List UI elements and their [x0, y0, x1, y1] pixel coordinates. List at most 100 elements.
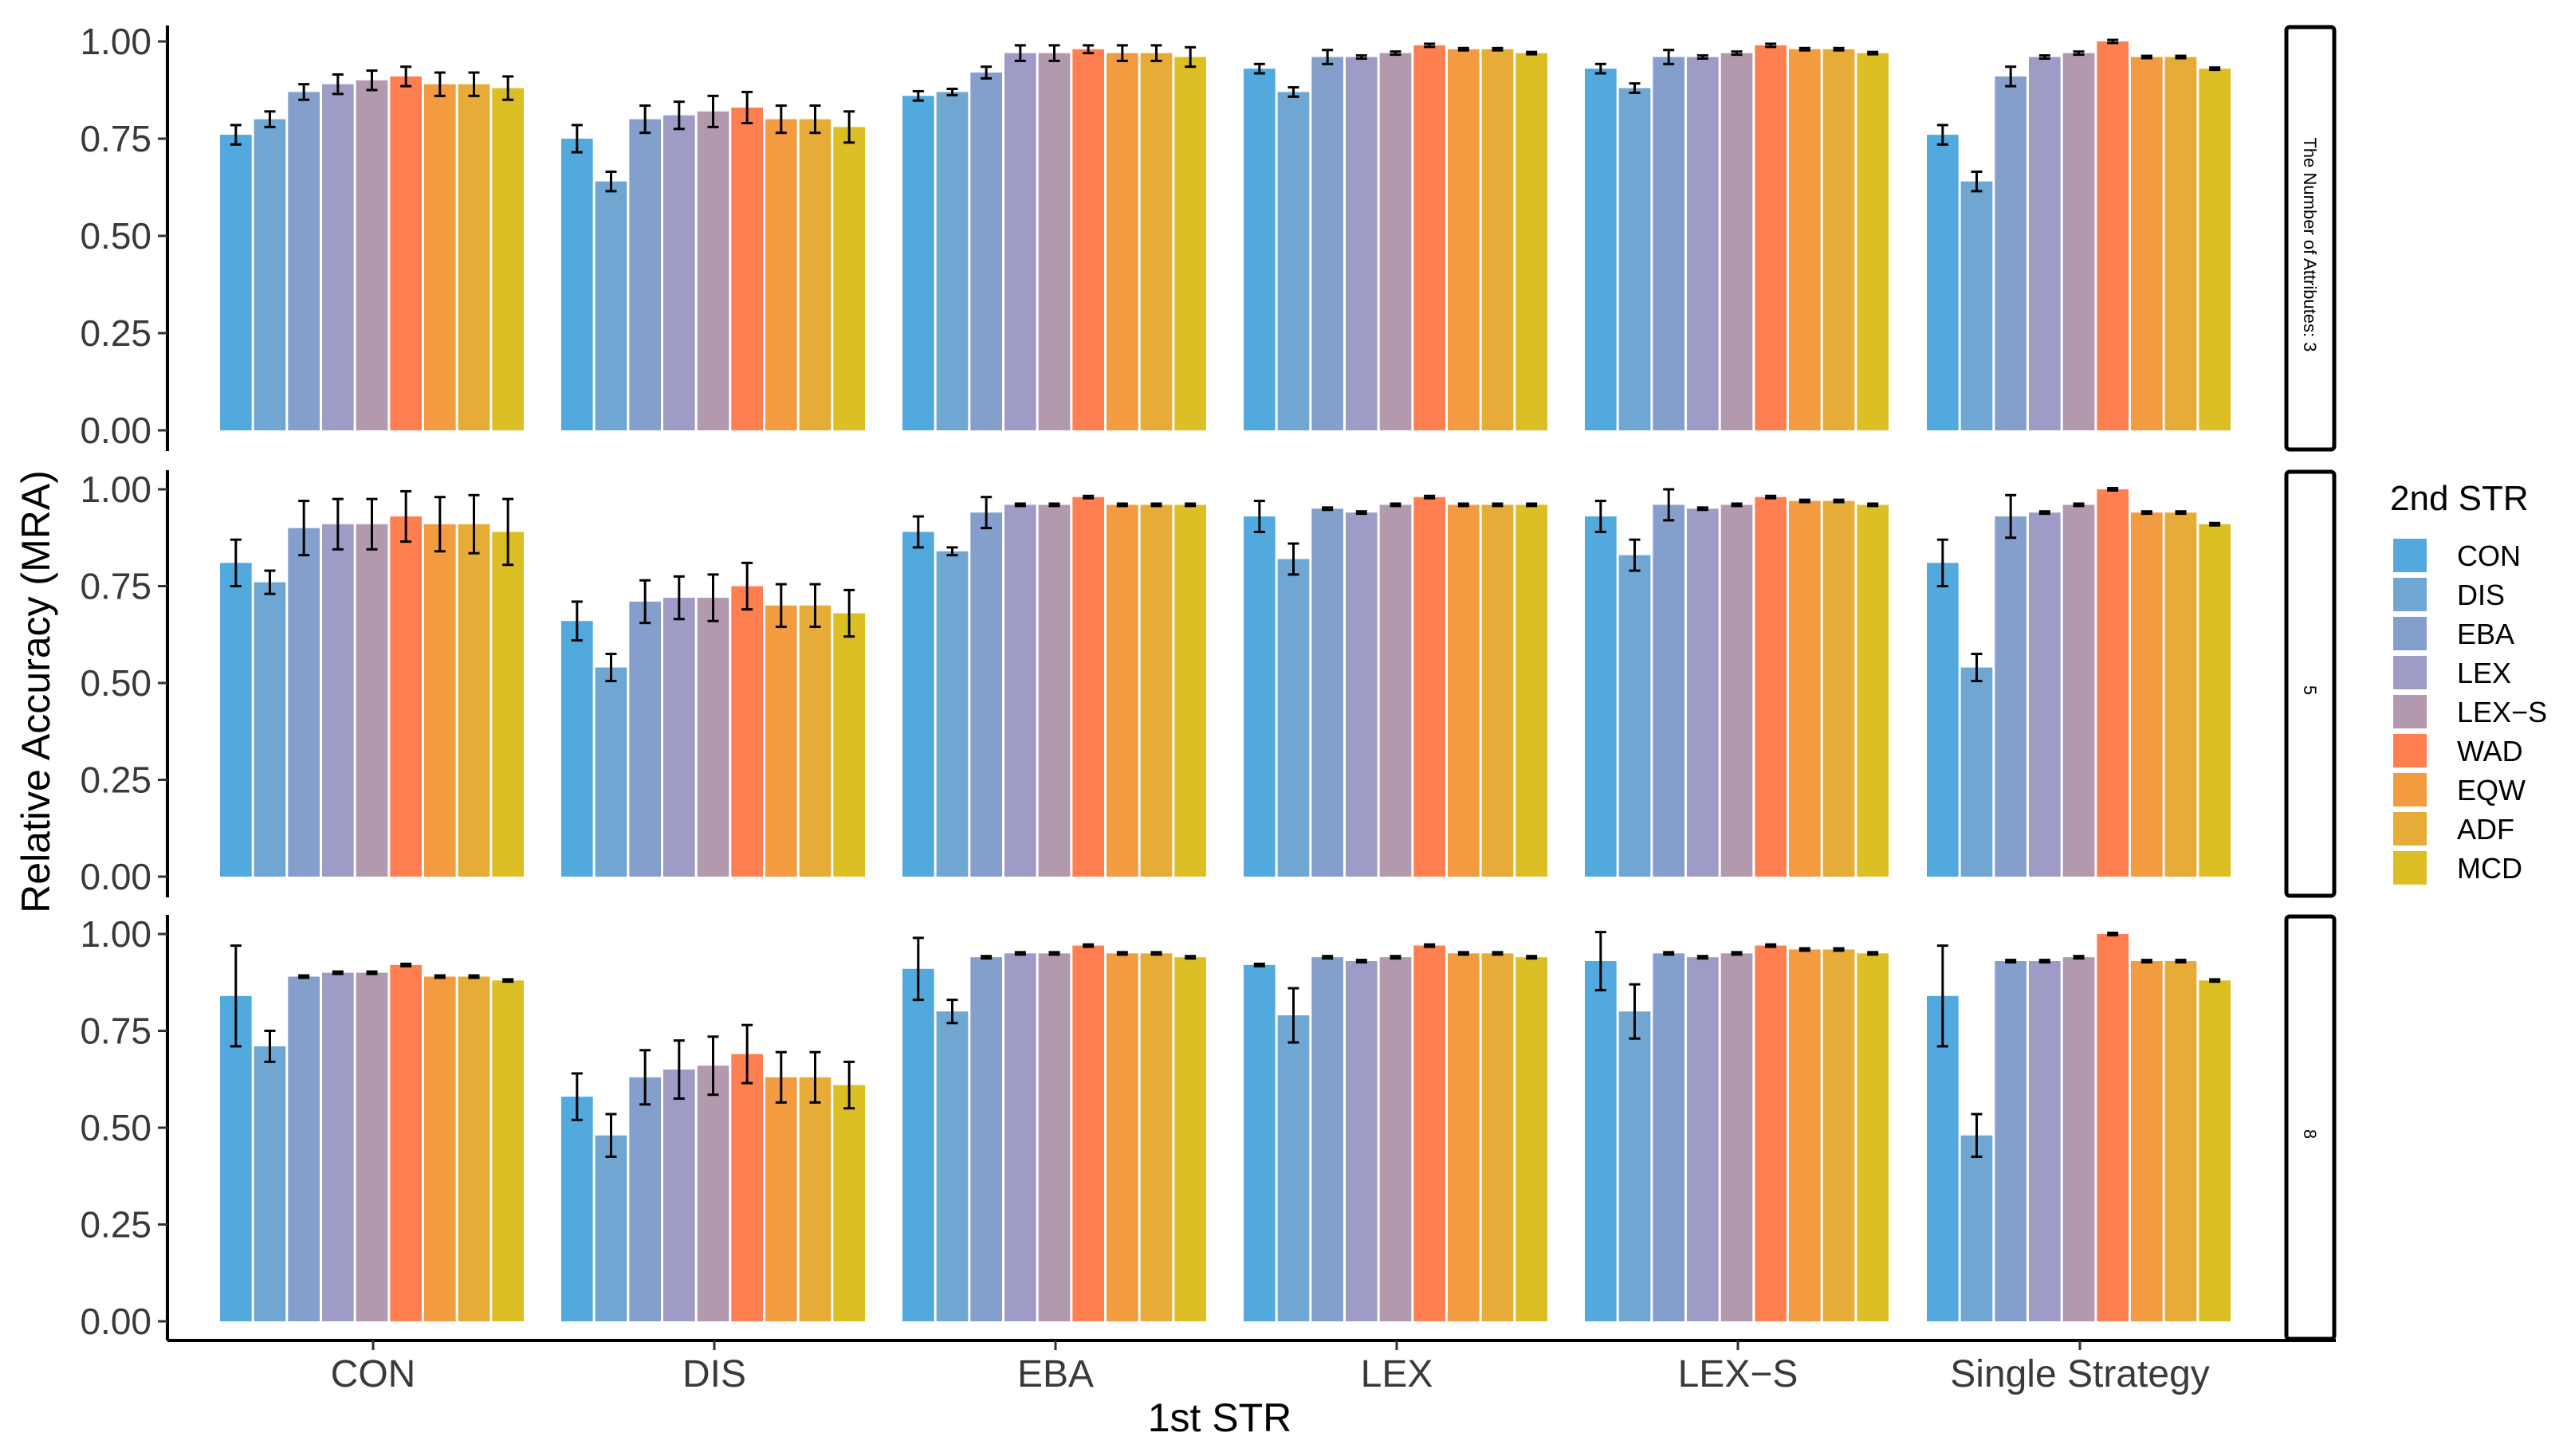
- bar: [1174, 57, 1206, 431]
- bar: [595, 181, 627, 430]
- facet-strip-label: 5: [2300, 685, 2320, 695]
- bar: [731, 586, 763, 877]
- bar: [936, 551, 969, 877]
- bar: [1653, 953, 1684, 1321]
- x-tick-label: DIS: [682, 1353, 746, 1395]
- bar: [1140, 53, 1173, 430]
- bar: [902, 96, 934, 430]
- bar: [663, 1069, 695, 1321]
- bar: [458, 976, 490, 1321]
- bar: [1379, 957, 1412, 1321]
- bar: [2199, 524, 2231, 877]
- bar: [1687, 508, 1719, 877]
- bar: [2029, 57, 2061, 431]
- bar: [390, 964, 422, 1321]
- bar: [1413, 496, 1445, 877]
- bar: [424, 84, 456, 431]
- bar: [765, 1077, 797, 1321]
- bar: [833, 127, 865, 431]
- bar: [731, 107, 763, 430]
- bar: [1995, 76, 2026, 431]
- bar: [1038, 953, 1071, 1321]
- bar: [288, 976, 320, 1321]
- bar: [1448, 49, 1480, 430]
- legend-swatch: [2393, 617, 2427, 650]
- legend-label: DIS: [2457, 579, 2505, 611]
- bar: [288, 528, 320, 877]
- bar: [1789, 500, 1821, 877]
- bar: [2131, 512, 2163, 877]
- bar: [1720, 504, 1753, 877]
- facet-strip: [2284, 25, 2337, 452]
- bar: [356, 524, 388, 877]
- x-tick-label: LEX−S: [1678, 1353, 1798, 1395]
- bar: [799, 1077, 831, 1321]
- y-tick-label: 0.50: [80, 1107, 151, 1148]
- legend-swatch: [2393, 851, 2427, 885]
- bar: [424, 524, 456, 877]
- bar: [2164, 512, 2197, 877]
- bar: [492, 532, 524, 877]
- bar: [1379, 504, 1412, 877]
- legend-title: 2nd STR: [2390, 479, 2529, 518]
- bar: [492, 88, 524, 430]
- bar: [1927, 563, 1959, 877]
- y-tick-label: 0.25: [80, 312, 151, 354]
- bar: [1038, 504, 1071, 877]
- legend-label: EQW: [2457, 774, 2526, 806]
- y-tick-label: 0.00: [80, 1301, 151, 1342]
- bar: [322, 972, 354, 1321]
- bar: [322, 524, 354, 877]
- bar: [1346, 961, 1378, 1321]
- bar: [1481, 953, 1514, 1321]
- bar: [1822, 500, 1855, 877]
- x-tick-label: Single Strategy: [1950, 1353, 2210, 1395]
- bar: [1618, 555, 1651, 877]
- bar: [1927, 135, 1959, 430]
- bar: [390, 516, 422, 877]
- bar: [2131, 57, 2163, 431]
- bar: [663, 598, 695, 877]
- legend-label: LEX: [2457, 657, 2511, 689]
- bar: [1107, 53, 1138, 430]
- bar: [1277, 559, 1310, 877]
- bar: [1107, 504, 1138, 877]
- bar: [1755, 496, 1787, 877]
- y-axis-title: Relative Accuracy (MRA): [14, 470, 58, 913]
- bar: [2164, 57, 2197, 431]
- bar: [458, 84, 490, 431]
- bar: [765, 605, 797, 877]
- bar: [356, 80, 388, 431]
- bar: [1653, 504, 1684, 877]
- bar: [1585, 516, 1617, 877]
- bar: [799, 605, 831, 877]
- bar: [254, 582, 286, 877]
- bar: [1995, 516, 2026, 877]
- x-axis-title: 1st STR: [1148, 1395, 1292, 1440]
- bar: [254, 119, 286, 430]
- bar: [322, 84, 354, 431]
- bar: [288, 92, 320, 430]
- bar: [833, 613, 865, 877]
- bar: [1277, 1015, 1310, 1321]
- legend-label: EBA: [2457, 618, 2514, 650]
- y-tick-label: 1.00: [80, 21, 151, 62]
- bar: [902, 968, 934, 1321]
- bar: [2097, 934, 2129, 1321]
- y-tick-label: 0.75: [80, 1011, 151, 1052]
- bar: [1244, 964, 1276, 1321]
- bar: [1244, 516, 1276, 877]
- legend-label: LEX−S: [2457, 696, 2547, 728]
- bar: [1448, 504, 1480, 877]
- y-tick-label: 1.00: [80, 913, 151, 955]
- bar: [2062, 504, 2095, 877]
- bar: [1379, 53, 1412, 430]
- legend-swatch: [2393, 656, 2427, 689]
- bar: [663, 115, 695, 430]
- bar: [2029, 961, 2061, 1321]
- bar: [1277, 92, 1310, 430]
- bar: [1004, 953, 1036, 1321]
- bar: [2029, 512, 2061, 877]
- y-tick-label: 0.75: [80, 118, 151, 159]
- bar: [1140, 504, 1173, 877]
